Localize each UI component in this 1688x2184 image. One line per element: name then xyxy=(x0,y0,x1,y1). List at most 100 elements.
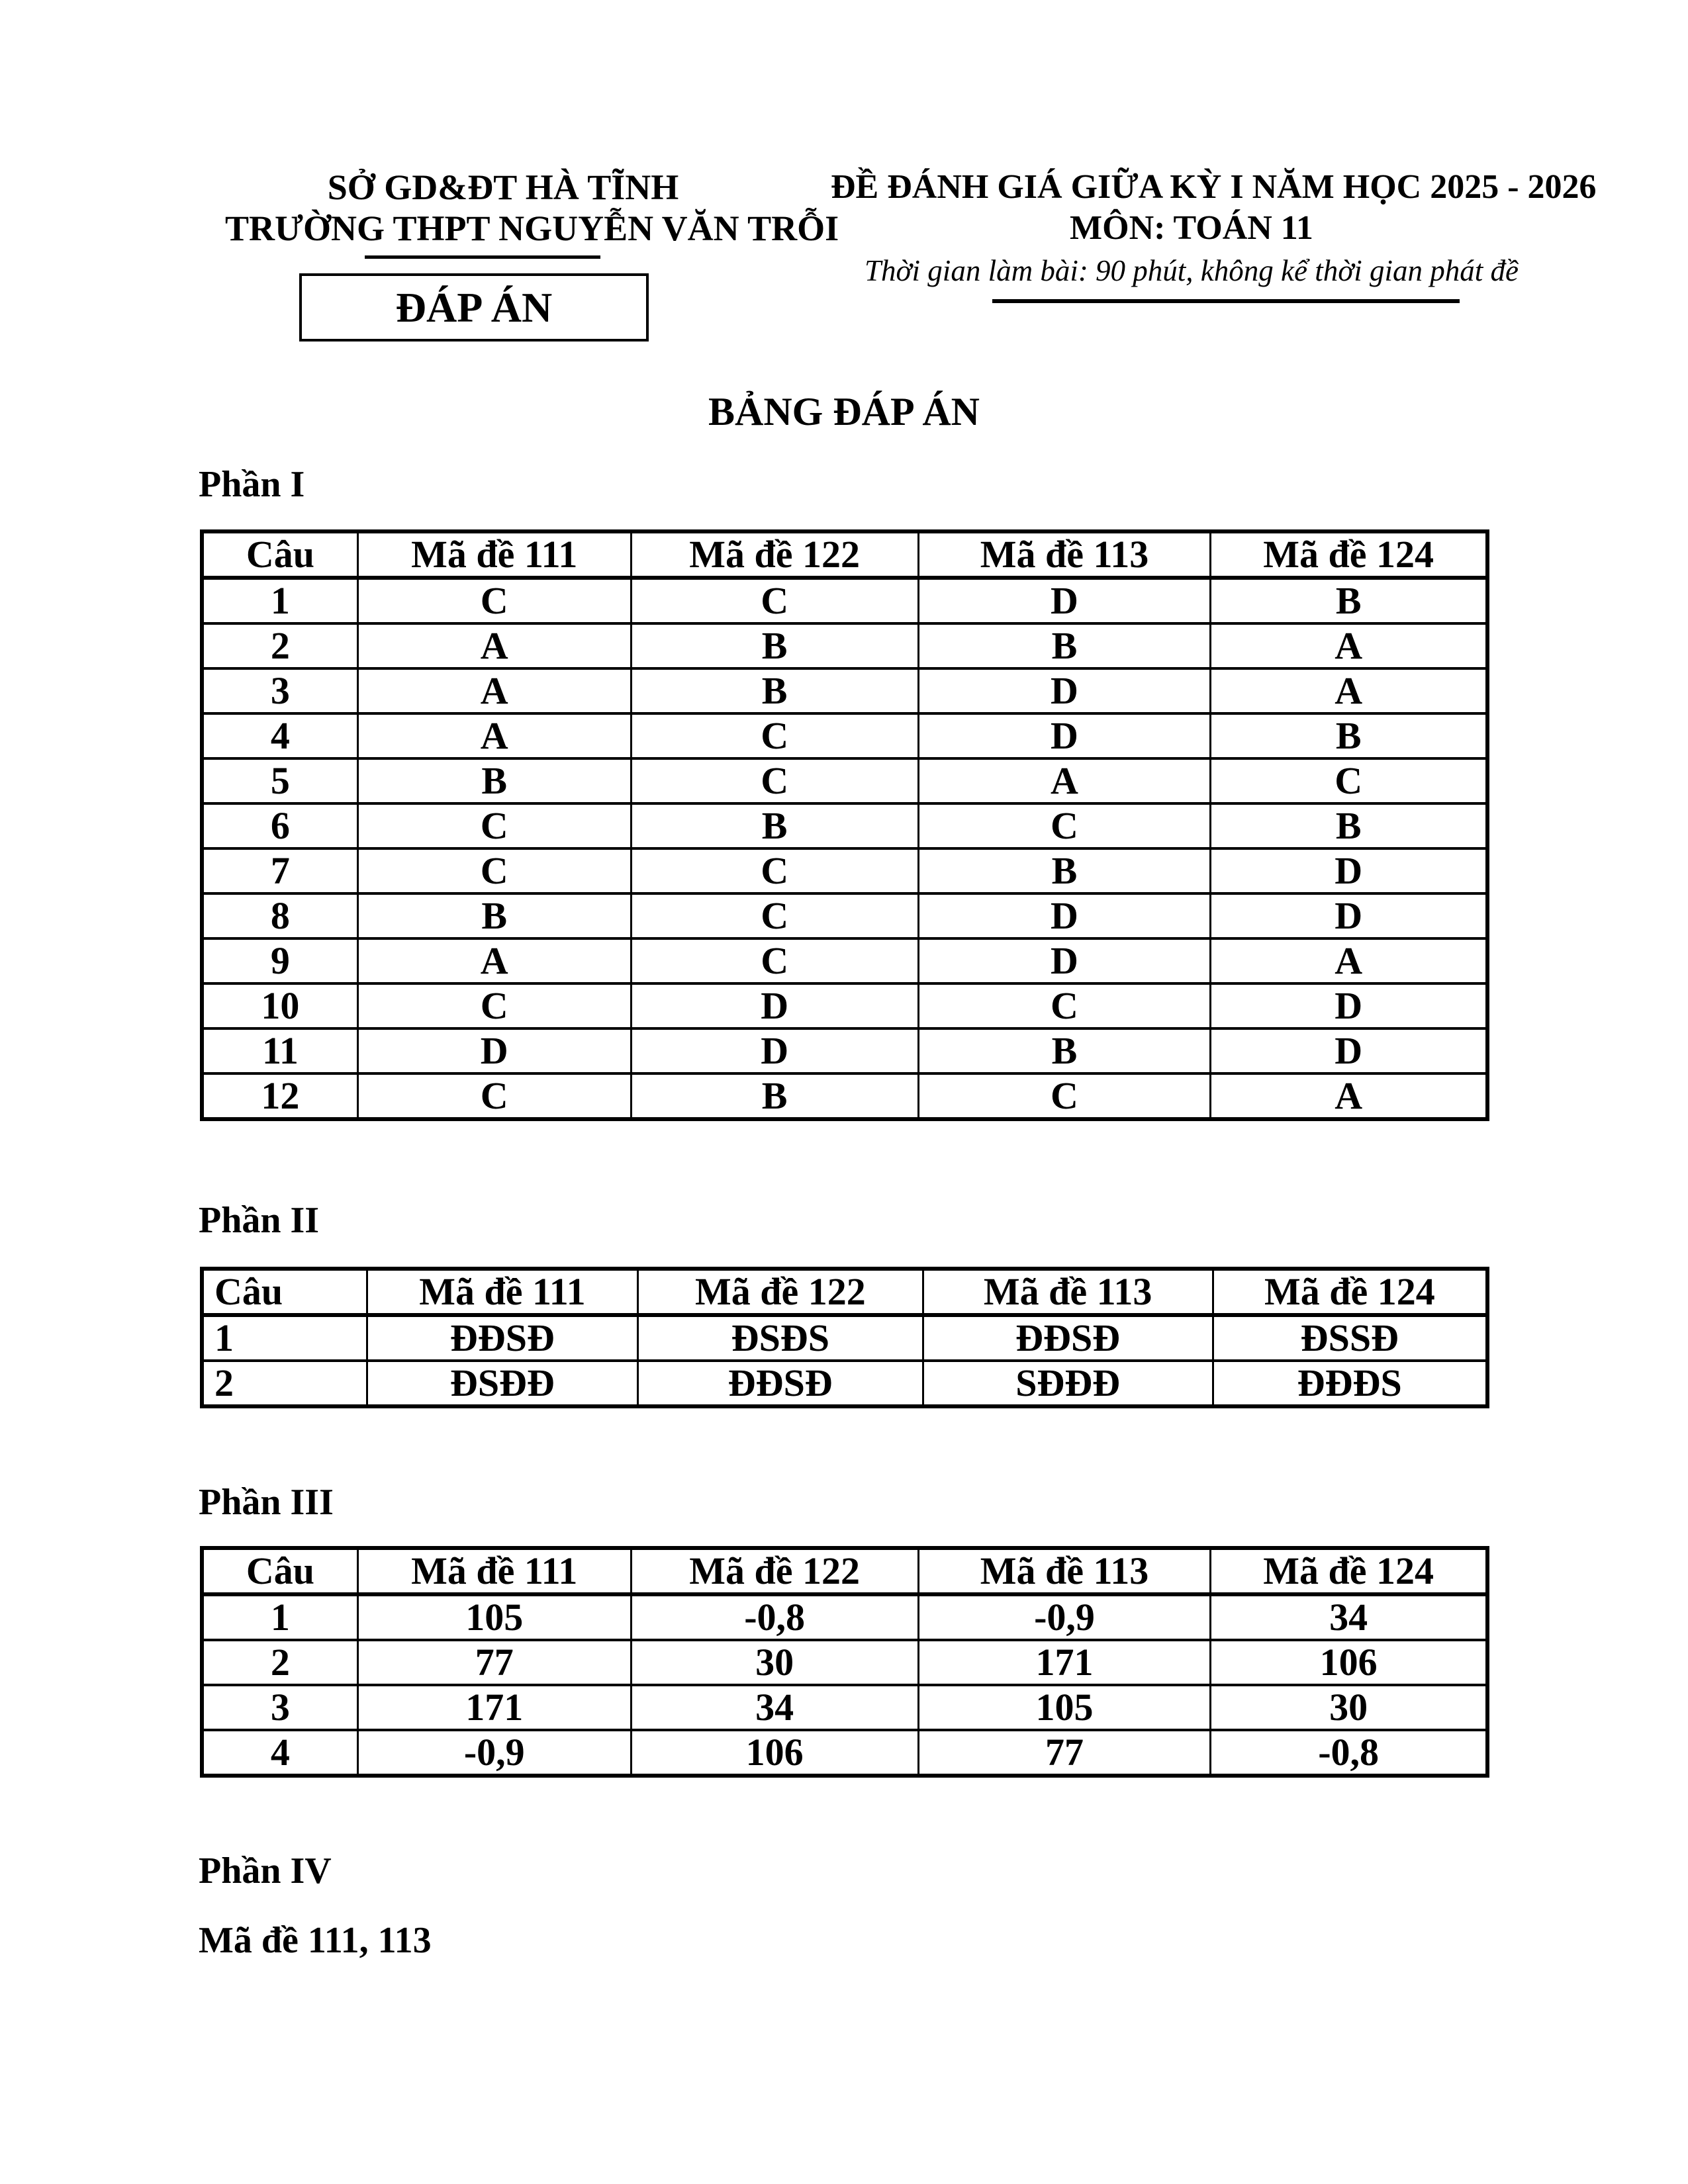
page-title: BẢNG ĐÁP ÁN xyxy=(708,390,980,433)
answer-table-part2: Câu Mã đề 111 Mã đề 122 Mã đề 113 Mã đề 124 1… xyxy=(200,1267,1489,1408)
answer-cell: 106 xyxy=(630,1729,919,1777)
answer-row: 10 C D C D xyxy=(201,982,1489,1030)
answer-row: 12 C B C A xyxy=(201,1072,1489,1120)
answer-cell: -0,8 xyxy=(630,1593,919,1641)
table-header-row: Câu Mã đề 111 Mã đề 122 Mã đề 113 Mã đề 124 xyxy=(201,530,1489,580)
answer-cell: C xyxy=(630,937,919,985)
section-label-part2: Phần II xyxy=(199,1200,320,1241)
answer-table-part3: Câu Mã đề 111 Mã đề 122 Mã đề 113 Mã đề 124 1… xyxy=(200,1546,1489,1778)
answer-cell: D xyxy=(917,667,1212,715)
answer-cell: C xyxy=(1209,757,1489,805)
answer-cell: ĐĐSĐ xyxy=(365,1314,639,1362)
question-number: 1 xyxy=(201,576,359,625)
answer-cell: ĐSSĐ xyxy=(1211,1314,1489,1362)
answer-cell: A xyxy=(356,937,632,985)
answer-cell: C xyxy=(917,982,1212,1030)
answer-cell: ĐĐSĐ xyxy=(637,1359,924,1408)
answer-cell: A xyxy=(1209,1072,1489,1120)
column-header-exam-code: Mã đề 122 xyxy=(637,1267,924,1317)
answer-row: 2 ĐSĐĐ ĐĐSĐ SĐĐĐ ĐĐĐS xyxy=(201,1359,1489,1408)
answer-cell: B xyxy=(917,622,1212,670)
part4-answer-codes-note: Mã đề 111, 113 xyxy=(199,1920,432,1961)
column-header-exam-code: Mã đề 113 xyxy=(921,1267,1214,1317)
exam-header-divider xyxy=(992,299,1460,303)
answer-cell: 34 xyxy=(1209,1593,1489,1641)
column-header-question: Câu xyxy=(201,530,359,580)
answer-cell: C xyxy=(630,847,919,895)
column-header-question: Câu xyxy=(201,1267,368,1317)
answer-cell: 30 xyxy=(630,1639,919,1686)
answer-cell: D xyxy=(630,982,919,1030)
answer-cell: C xyxy=(356,576,632,625)
question-number: 2 xyxy=(201,622,359,670)
answer-cell: 171 xyxy=(356,1684,632,1731)
answer-cell: A xyxy=(917,757,1212,805)
school-name: TRƯỜNG THPT NGUYỄN VĂN TRỖI xyxy=(225,208,839,248)
column-header-exam-code: Mã đề 111 xyxy=(356,1547,632,1596)
answer-cell: D xyxy=(917,576,1212,625)
answer-cell: -0,8 xyxy=(1209,1729,1489,1777)
answer-cell: A xyxy=(356,712,632,760)
answer-cell: D xyxy=(1209,847,1489,895)
answer-row: 11 D D B D xyxy=(201,1027,1489,1075)
answer-cell: D xyxy=(356,1027,632,1075)
answer-cell: 105 xyxy=(917,1684,1212,1731)
answer-cell: 77 xyxy=(917,1729,1212,1777)
answer-cell: D xyxy=(917,712,1212,760)
answer-cell: C xyxy=(630,712,919,760)
question-number: 7 xyxy=(201,847,359,895)
answer-cell: C xyxy=(630,757,919,805)
answer-cell: C xyxy=(356,847,632,895)
section-label-part3: Phần III xyxy=(199,1482,334,1523)
exam-subject: MÔN: TOÁN 11 xyxy=(1070,209,1313,247)
answer-cell: 34 xyxy=(630,1684,919,1731)
column-header-exam-code: Mã đề 113 xyxy=(917,530,1212,580)
exam-title: ĐỀ ĐÁNH GIÁ GIỮA KỲ I NĂM HỌC 2025 - 202… xyxy=(831,168,1597,206)
answer-cell: B xyxy=(917,1027,1212,1075)
answer-cell: 171 xyxy=(917,1639,1212,1686)
column-header-exam-code: Mã đề 111 xyxy=(356,530,632,580)
answer-cell: D xyxy=(917,937,1212,985)
answer-cell: A xyxy=(356,622,632,670)
answer-cell: B xyxy=(630,667,919,715)
school-header-divider xyxy=(365,255,600,259)
question-number: 11 xyxy=(201,1027,359,1075)
school-header-block: SỞ GD&ĐT HÀ TĨNH TRƯỜNG THPT NGUYỄN VĂN … xyxy=(225,167,839,341)
answer-table-part1: Câu Mã đề 111 Mã đề 122 Mã đề 113 Mã đề 124 1… xyxy=(200,529,1489,1121)
column-header-exam-code: Mã đề 111 xyxy=(365,1267,639,1317)
column-header-exam-code: Mã đề 124 xyxy=(1209,530,1489,580)
column-header-exam-code: Mã đề 124 xyxy=(1209,1547,1489,1596)
question-number: 12 xyxy=(201,1072,359,1120)
answer-cell: C xyxy=(356,802,632,850)
answer-cell: D xyxy=(917,892,1212,940)
answer-cell: B xyxy=(630,802,919,850)
department-name: SỞ GD&ĐT HÀ TĨNH xyxy=(327,167,679,207)
question-number: 8 xyxy=(201,892,359,940)
answer-row: 3 171 34 105 30 xyxy=(201,1684,1489,1731)
answer-cell: C xyxy=(917,1072,1212,1120)
question-number: 10 xyxy=(201,982,359,1030)
answer-cell: 106 xyxy=(1209,1639,1489,1686)
answer-row: 2 77 30 171 106 xyxy=(201,1639,1489,1686)
answer-cell: A xyxy=(356,667,632,715)
answer-cell: B xyxy=(1209,576,1489,625)
table-header-row: Câu Mã đề 111 Mã đề 122 Mã đề 113 Mã đề 124 xyxy=(201,1267,1489,1317)
column-header-exam-code: Mã đề 124 xyxy=(1211,1267,1489,1317)
answer-key-box-label: ĐÁP ÁN xyxy=(395,283,553,331)
answer-cell: D xyxy=(1209,1027,1489,1075)
answer-cell: B xyxy=(356,757,632,805)
question-number: 2 xyxy=(201,1359,368,1408)
question-number: 6 xyxy=(201,802,359,850)
question-number: 4 xyxy=(201,712,359,760)
answer-row: 4 -0,9 106 77 -0,8 xyxy=(201,1729,1489,1777)
answer-cell: B xyxy=(1209,712,1489,760)
